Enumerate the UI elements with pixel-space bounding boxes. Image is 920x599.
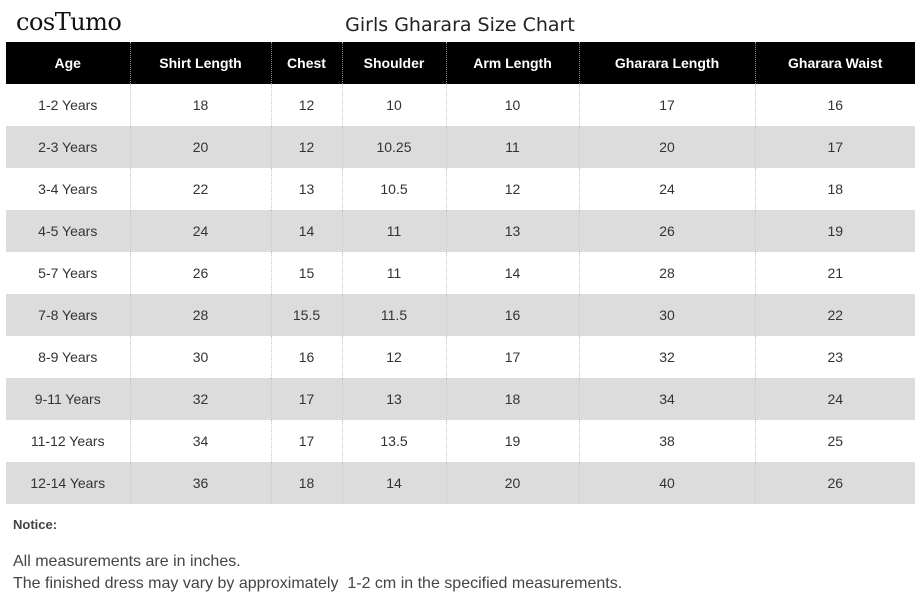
cell-shirt-length: 18 bbox=[129, 84, 271, 126]
cell-shirt-length: 28 bbox=[129, 294, 271, 336]
cell-gharara-length: 20 bbox=[578, 126, 755, 168]
column-header-shirt-length: Shirt Length bbox=[129, 42, 271, 84]
cell-arm-length: 11 bbox=[445, 126, 579, 168]
cell-gharara-waist: 24 bbox=[754, 378, 915, 420]
notice-line: All measurements are in inches. bbox=[13, 553, 241, 570]
cell-age: 9-11 Years bbox=[6, 378, 130, 420]
table-row: 8-9 Years 30 16 12 17 32 23 bbox=[6, 336, 915, 378]
cell-chest: 12 bbox=[270, 84, 342, 126]
cell-arm-length: 18 bbox=[445, 378, 579, 420]
table-row: 12-14 Years 36 18 14 20 40 26 bbox=[6, 462, 915, 504]
column-header-shoulder: Shoulder bbox=[341, 42, 446, 84]
cell-chest: 15 bbox=[270, 252, 342, 294]
cell-gharara-length: 26 bbox=[578, 210, 755, 252]
cell-age: 4-5 Years bbox=[6, 210, 130, 252]
cell-gharara-waist: 16 bbox=[754, 84, 915, 126]
cell-chest: 15.5 bbox=[270, 294, 342, 336]
notice-title: Notice: bbox=[13, 517, 58, 532]
table-row: 4-5 Years 24 14 11 13 26 19 bbox=[6, 210, 915, 252]
cell-shirt-length: 32 bbox=[129, 378, 271, 420]
cell-age: 8-9 Years bbox=[6, 336, 130, 378]
cell-gharara-length: 32 bbox=[578, 336, 755, 378]
cell-shirt-length: 36 bbox=[129, 462, 271, 504]
cell-gharara-waist: 18 bbox=[754, 168, 915, 210]
cell-arm-length: 10 bbox=[445, 84, 579, 126]
cell-gharara-waist: 17 bbox=[754, 126, 915, 168]
cell-gharara-length: 17 bbox=[578, 84, 755, 126]
cell-arm-length: 19 bbox=[445, 420, 579, 462]
table-row: 5-7 Years 26 15 11 14 28 21 bbox=[6, 252, 915, 294]
cell-arm-length: 13 bbox=[445, 210, 579, 252]
cell-gharara-waist: 19 bbox=[754, 210, 915, 252]
cell-age: 2-3 Years bbox=[6, 126, 130, 168]
cell-age: 5-7 Years bbox=[6, 252, 130, 294]
size-chart-table: Age Shirt Length Chest Shoulder Arm Leng… bbox=[6, 42, 915, 504]
cell-gharara-waist: 21 bbox=[754, 252, 915, 294]
cell-gharara-waist: 25 bbox=[754, 420, 915, 462]
cell-age: 3-4 Years bbox=[6, 168, 130, 210]
cell-arm-length: 16 bbox=[445, 294, 579, 336]
cell-gharara-waist: 26 bbox=[754, 462, 915, 504]
cell-shoulder: 10 bbox=[341, 84, 446, 126]
cell-shirt-length: 30 bbox=[129, 336, 271, 378]
cell-shoulder: 14 bbox=[341, 462, 446, 504]
cell-gharara-length: 40 bbox=[578, 462, 755, 504]
cell-gharara-waist: 23 bbox=[754, 336, 915, 378]
cell-chest: 12 bbox=[270, 126, 342, 168]
table-row: 11-12 Years 34 17 13.5 19 38 25 bbox=[6, 420, 915, 462]
cell-shoulder: 13 bbox=[341, 378, 446, 420]
table-row: 9-11 Years 32 17 13 18 34 24 bbox=[6, 378, 915, 420]
cell-shoulder: 13.5 bbox=[341, 420, 446, 462]
cell-shoulder: 10.25 bbox=[341, 126, 446, 168]
cell-arm-length: 14 bbox=[445, 252, 579, 294]
cell-arm-length: 20 bbox=[445, 462, 579, 504]
cell-shoulder: 11 bbox=[341, 252, 446, 294]
cell-gharara-length: 24 bbox=[578, 168, 755, 210]
column-header-age: Age bbox=[6, 42, 130, 84]
cell-gharara-length: 30 bbox=[578, 294, 755, 336]
cell-arm-length: 12 bbox=[445, 168, 579, 210]
cell-shoulder: 12 bbox=[341, 336, 446, 378]
cell-gharara-length: 28 bbox=[578, 252, 755, 294]
cell-chest: 16 bbox=[270, 336, 342, 378]
cell-gharara-waist: 22 bbox=[754, 294, 915, 336]
cell-age: 1-2 Years bbox=[6, 84, 130, 126]
table-header-row: Age Shirt Length Chest Shoulder Arm Leng… bbox=[6, 42, 915, 84]
brand-logo: cosTumo bbox=[16, 8, 122, 36]
cell-shirt-length: 22 bbox=[129, 168, 271, 210]
cell-chest: 13 bbox=[270, 168, 342, 210]
cell-shirt-length: 20 bbox=[129, 126, 271, 168]
cell-gharara-length: 38 bbox=[578, 420, 755, 462]
cell-age: 12-14 Years bbox=[6, 462, 130, 504]
notice-text: All measurements are in inches. The fini… bbox=[13, 551, 622, 595]
table-row: 7-8 Years 28 15.5 11.5 16 30 22 bbox=[6, 294, 915, 336]
cell-chest: 17 bbox=[270, 420, 342, 462]
cell-shoulder: 11 bbox=[341, 210, 446, 252]
cell-shirt-length: 24 bbox=[129, 210, 271, 252]
table-body: 1-2 Years 18 12 10 10 17 16 2-3 Years 20 12 10.25 1… bbox=[6, 84, 915, 504]
cell-chest: 17 bbox=[270, 378, 342, 420]
cell-age: 11-12 Years bbox=[6, 420, 130, 462]
cell-gharara-length: 34 bbox=[578, 378, 755, 420]
column-header-gharara-length: Gharara Length bbox=[578, 42, 755, 84]
cell-chest: 14 bbox=[270, 210, 342, 252]
table-row: 1-2 Years 18 12 10 10 17 16 bbox=[6, 84, 915, 126]
table-row: 2-3 Years 20 12 10.25 11 20 17 bbox=[6, 126, 915, 168]
cell-shirt-length: 26 bbox=[129, 252, 271, 294]
cell-age: 7-8 Years bbox=[6, 294, 130, 336]
cell-shoulder: 11.5 bbox=[341, 294, 446, 336]
column-header-gharara-waist: Gharara Waist bbox=[754, 42, 915, 84]
cell-shoulder: 10.5 bbox=[341, 168, 446, 210]
column-header-chest: Chest bbox=[270, 42, 342, 84]
cell-chest: 18 bbox=[270, 462, 342, 504]
cell-arm-length: 17 bbox=[445, 336, 579, 378]
page-title: Girls Gharara Size Chart bbox=[345, 14, 575, 36]
notice-line: The finished dress may vary by approxima… bbox=[13, 575, 623, 592]
table-row: 3-4 Years 22 13 10.5 12 24 18 bbox=[6, 168, 915, 210]
column-header-arm-length: Arm Length bbox=[445, 42, 579, 84]
cell-shirt-length: 34 bbox=[129, 420, 271, 462]
